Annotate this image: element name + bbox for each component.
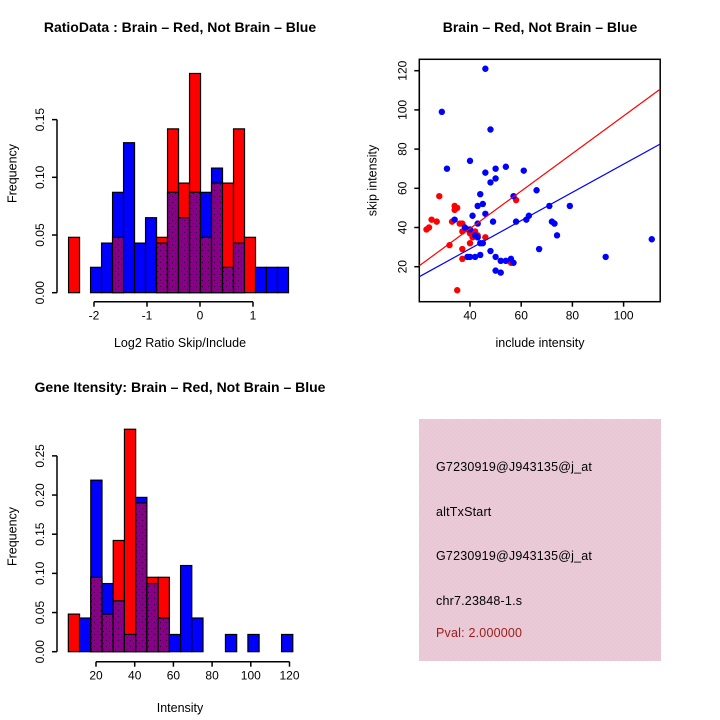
panel-title: Gene Itensity: Brain – Red, Not Brain – …: [34, 379, 326, 395]
pval-text: Pval: 2.000000: [436, 626, 523, 640]
event-type-text: altTxStart: [436, 505, 492, 519]
svg-text:0.10: 0.10: [33, 165, 47, 189]
svg-text:40: 40: [463, 309, 477, 323]
svg-text:-2: -2: [89, 309, 100, 323]
svg-text:60: 60: [515, 309, 529, 323]
x-axis-label: Log2 Ratio Skip/Include: [113, 336, 247, 350]
svg-text:0.00: 0.00: [33, 281, 47, 305]
gene-info-background: [419, 419, 661, 661]
probe-id-text: G7230919@J943135@j_at: [436, 460, 593, 474]
svg-text:100: 100: [395, 100, 409, 120]
svg-text:0.20: 0.20: [33, 483, 47, 507]
svg-text:120: 120: [395, 60, 409, 80]
svg-text:80: 80: [395, 142, 409, 156]
svg-text:0.25: 0.25: [33, 444, 47, 468]
x-axis-label: include intensity: [495, 336, 585, 350]
svg-text:0.10: 0.10: [33, 561, 47, 585]
svg-text:60: 60: [167, 669, 181, 683]
svg-text:0.05: 0.05: [33, 601, 47, 625]
svg-text:80: 80: [566, 309, 580, 323]
panel-title: RatioData : Brain – Red, Not Brain – Blu…: [43, 19, 317, 35]
panel-title: Brain – Red, Not Brain – Blue: [442, 19, 638, 35]
svg-text:20: 20: [395, 260, 409, 274]
gene-intensity-histogram-plot: 0.00 0.05 0.10 0.15 0.20 0.25 20 40 60 80 100 120: [33, 428, 300, 683]
panel-gene-info-box: G7230919@J943135@j_at altTxStart G723091…: [360, 360, 720, 720]
svg-text:1: 1: [250, 309, 257, 323]
probe-id-text-2: G7230919@J943135@j_at: [436, 549, 593, 563]
intensity-scatter-plot: 20 40 60 80 100 120 40 60 80 100: [395, 58, 661, 323]
svg-text:80: 80: [205, 669, 219, 683]
panel-ratio-histogram: 0.00 0.05 0.10 0.15 -2 -1 0 1 RatioData : Brain…: [0, 0, 360, 360]
ratio-histogram-plot: 0.00 0.05 0.10 0.15 -2 -1 0 1: [33, 72, 290, 323]
svg-text:-1: -1: [142, 309, 153, 323]
svg-text:40: 40: [128, 669, 142, 683]
panel-intensity-scatter: 20 40 60 80 100 120 40 60 80 100 Brain – Red, Not…: [360, 0, 720, 360]
x-axis-label: Intensity: [156, 701, 204, 715]
y-axis-label: Frequency: [5, 143, 20, 204]
svg-text:0.05: 0.05: [33, 223, 47, 247]
svg-text:100: 100: [241, 669, 261, 683]
svg-text:60: 60: [395, 181, 409, 195]
svg-text:100: 100: [614, 309, 634, 323]
svg-text:40: 40: [395, 221, 409, 235]
chromosome-location-text: chr7.23848-1.s: [436, 594, 523, 608]
svg-text:120: 120: [279, 669, 299, 683]
y-axis-label: skip intensity: [365, 144, 380, 217]
svg-text:0.15: 0.15: [33, 522, 47, 546]
svg-text:20: 20: [89, 669, 103, 683]
svg-text:0.00: 0.00: [33, 640, 47, 664]
svg-text:0: 0: [197, 309, 204, 323]
y-axis-label: Frequency: [5, 506, 20, 567]
svg-text:0.15: 0.15: [33, 108, 47, 132]
panel-gene-intensity-histogram: 0.00 0.05 0.10 0.15 0.20 0.25 20 40 60 80 100 120 G…: [0, 360, 360, 720]
